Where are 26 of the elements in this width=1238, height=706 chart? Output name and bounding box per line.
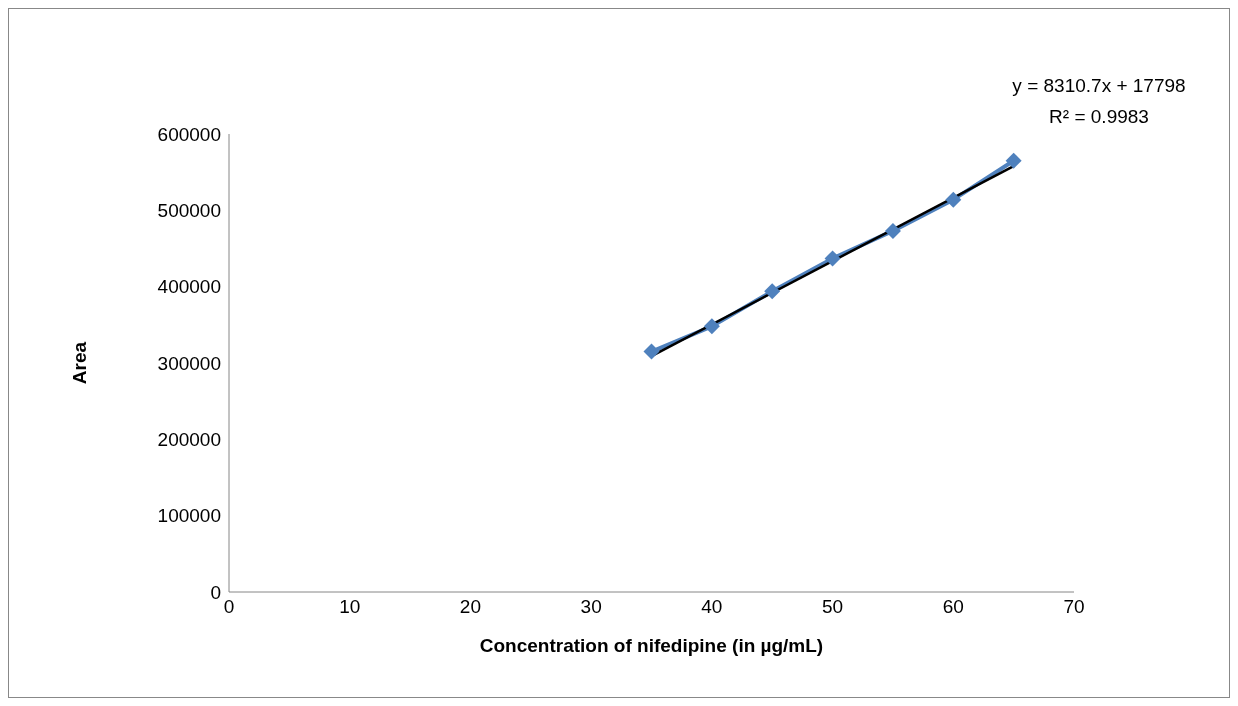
- x-axis-title: Concentration of nifedipine (in µg/mL): [479, 635, 824, 656]
- y-tick-label: 100000: [157, 505, 221, 527]
- point: [884, 222, 901, 239]
- y-tick-label: 200000: [157, 429, 221, 451]
- y-tick-label: 500000: [157, 200, 221, 222]
- x-tick-label: 10: [339, 596, 361, 618]
- x-tick-label: 0: [223, 596, 235, 618]
- point: [1005, 152, 1022, 169]
- x-tick-label: 30: [580, 596, 602, 618]
- x-tick-label: 40: [701, 596, 723, 618]
- x-tick-label: 50: [822, 596, 844, 618]
- y-axis-title: Area: [68, 341, 90, 385]
- y-tick-label: 600000: [157, 123, 221, 145]
- text: R² = 0.9983: [1048, 106, 1150, 128]
- point: [703, 318, 720, 335]
- y-tick-label: 300000: [157, 352, 221, 374]
- x-tick-label: 60: [942, 596, 964, 618]
- point: [824, 250, 841, 267]
- point: [764, 283, 781, 300]
- x-tick-label: 70: [1063, 596, 1085, 618]
- point: [945, 191, 962, 208]
- point: [643, 343, 660, 360]
- y-tick-label: 0: [210, 581, 221, 603]
- y-tick-label: 400000: [157, 276, 221, 298]
- x-tick-label: 20: [459, 596, 481, 618]
- text: y = 8310.7x + 17798: [1011, 75, 1187, 97]
